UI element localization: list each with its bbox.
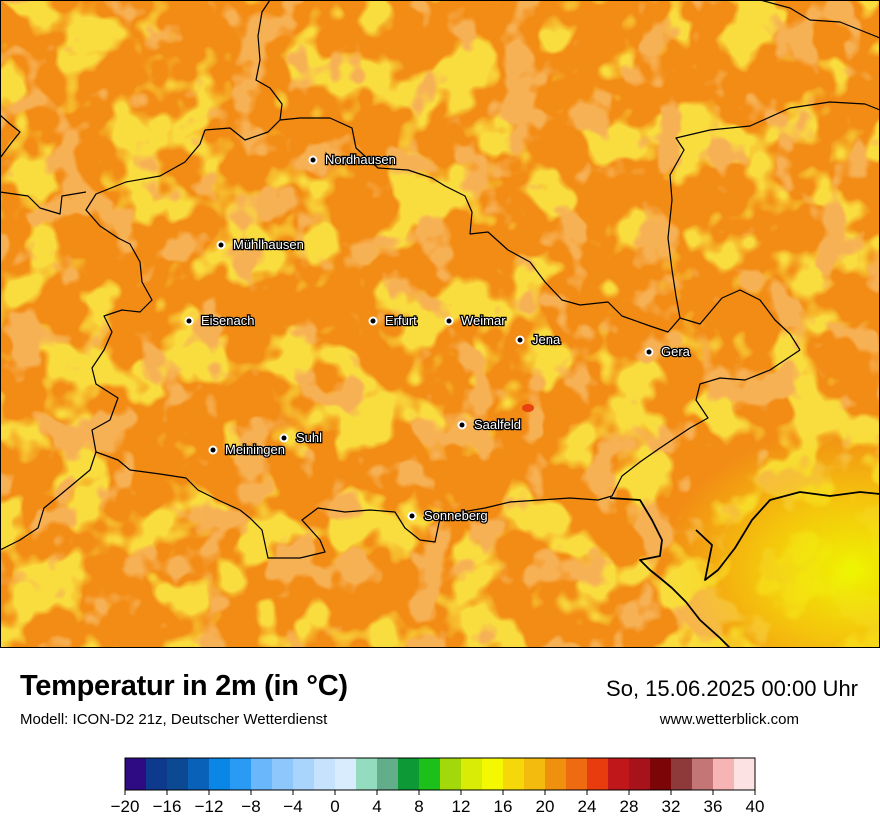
thuringia-border xyxy=(204,101,880,333)
border-southwest xyxy=(0,451,97,551)
legend-swatch xyxy=(608,758,630,790)
legend-tick-label: 4 xyxy=(372,797,381,816)
legend-tick-label: −16 xyxy=(153,797,182,816)
city-eisenach[interactable]: Eisenach xyxy=(184,312,256,329)
legend-swatch xyxy=(503,758,525,790)
model-info: Modell: ICON-D2 21z, Deutscher Wetterdie… xyxy=(20,711,328,728)
legend-swatch xyxy=(419,758,441,790)
legend-swatch xyxy=(524,758,546,790)
legend-tick-label: 28 xyxy=(620,797,639,816)
city-muehlhausen[interactable]: Mühlhausen xyxy=(216,236,305,253)
city-saalfeld[interactable]: Saalfeld xyxy=(457,416,522,433)
warm-region-southeast xyxy=(0,0,880,648)
legend-swatch xyxy=(209,758,231,790)
legend-tick-label: 32 xyxy=(662,797,681,816)
legend-tick-label: 36 xyxy=(704,797,723,816)
legend-swatch xyxy=(713,758,735,790)
city-label: Erfurt xyxy=(385,313,417,328)
legend-tick-label: 8 xyxy=(414,797,423,816)
legend-svg: −20 −16 −12 −8 −4 0 4 8 12 16 20 24 28 32 36 40 xyxy=(111,757,765,816)
city-erfurt[interactable]: Erfurt xyxy=(368,312,418,329)
city-label: Saalfeld xyxy=(474,417,521,432)
map-svg: Nordhausen Mühlhausen Eisenach Erfurt We… xyxy=(0,0,880,648)
legend-tick-label: 12 xyxy=(452,797,471,816)
border-east-segment xyxy=(679,289,801,351)
legend-swatch xyxy=(650,758,672,790)
legend-swatch xyxy=(566,758,588,790)
legend-swatch xyxy=(398,758,420,790)
forecast-datetime: So, 15.06.2025 00:00 Uhr xyxy=(606,676,858,701)
legend-swatch xyxy=(545,758,567,790)
legend-tick-label: −12 xyxy=(195,797,224,816)
thuringia-border-south xyxy=(85,129,801,559)
legend-tick-label: 40 xyxy=(746,797,765,816)
legend-border xyxy=(124,757,756,791)
border-north xyxy=(255,0,283,121)
hot-spot xyxy=(522,404,534,412)
city-meiningen[interactable]: Meiningen xyxy=(208,441,286,458)
legend-tick-label: 16 xyxy=(494,797,513,816)
border-west xyxy=(0,114,21,159)
legend-swatch xyxy=(335,758,357,790)
city-label: Sonneberg xyxy=(424,508,488,523)
border-northwest xyxy=(0,191,87,215)
legend-swatch xyxy=(356,758,378,790)
website-link[interactable]: www.wetterblick.com xyxy=(659,711,799,728)
city-label: Nordhausen xyxy=(325,152,396,167)
city-label: Jena xyxy=(532,332,561,347)
legend-swatch xyxy=(377,758,399,790)
city-label: Eisenach xyxy=(201,313,254,328)
color-legend: −20 −16 −12 −8 −4 0 4 8 12 16 20 24 28 32 36 40 xyxy=(0,750,880,830)
legend-swatch xyxy=(230,758,252,790)
legend-swatch xyxy=(587,758,609,790)
legend-swatch xyxy=(314,758,336,790)
legend-swatch xyxy=(671,758,693,790)
city-label: Suhl xyxy=(296,430,322,445)
city-nordhausen[interactable]: Nordhausen xyxy=(308,151,397,168)
legend-swatch xyxy=(734,758,756,790)
city-gera[interactable]: Gera xyxy=(644,343,692,360)
legend-swatch xyxy=(167,758,189,790)
city-label: Gera xyxy=(661,344,691,359)
legend-swatch xyxy=(272,758,294,790)
legend-swatch xyxy=(146,758,168,790)
legend-swatch xyxy=(482,758,504,790)
legend-swatch xyxy=(461,758,483,790)
border-northeast xyxy=(759,0,880,39)
legend-tick-label: 24 xyxy=(578,797,597,816)
city-weimar[interactable]: Weimar xyxy=(444,312,508,329)
city-markers: Nordhausen Mühlhausen Eisenach Erfurt We… xyxy=(184,151,692,524)
city-label: Weimar xyxy=(461,313,506,328)
city-jena[interactable]: Jena xyxy=(515,331,562,348)
legend-tick-label: 20 xyxy=(536,797,555,816)
legend-tick-label: 0 xyxy=(330,797,339,816)
city-suhl[interactable]: Suhl xyxy=(279,429,323,446)
legend-swatch xyxy=(293,758,315,790)
legend-swatch xyxy=(692,758,714,790)
legend-swatch xyxy=(125,758,147,790)
czech-border xyxy=(609,497,731,648)
legend-swatch xyxy=(188,758,210,790)
map-title: Temperatur in 2m (in °C) xyxy=(20,670,348,702)
legend-swatch xyxy=(440,758,462,790)
city-sonneberg[interactable]: Sonneberg xyxy=(407,507,489,524)
legend-swatch xyxy=(251,758,273,790)
legend-swatches xyxy=(124,757,756,791)
temperature-map: Nordhausen Mühlhausen Eisenach Erfurt We… xyxy=(0,0,880,648)
state-borders xyxy=(0,0,880,559)
czech-border-east xyxy=(695,491,880,581)
legend-tick-label: −4 xyxy=(283,797,302,816)
city-label: Meiningen xyxy=(225,442,285,457)
legend-tick-label: −20 xyxy=(111,797,140,816)
legend-tick-label: −8 xyxy=(241,797,260,816)
country-border xyxy=(609,491,880,648)
legend-ticks: −20 −16 −12 −8 −4 0 4 8 12 16 20 24 28 32 36 40 xyxy=(111,790,765,816)
legend-swatch xyxy=(629,758,651,790)
city-label: Mühlhausen xyxy=(233,237,304,252)
